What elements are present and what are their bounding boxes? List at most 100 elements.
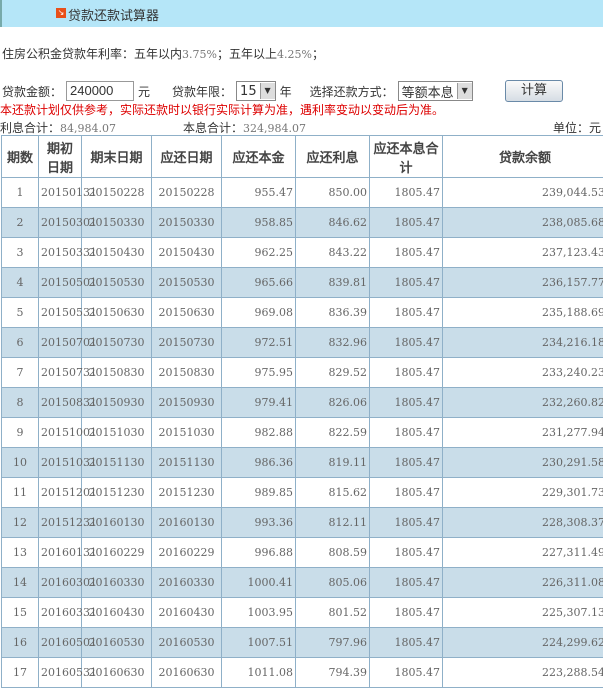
method-value: 等额本息 bbox=[401, 85, 454, 101]
table-cell: 6 bbox=[1, 327, 39, 358]
table-cell: 236,157.77 bbox=[442, 267, 603, 298]
table-cell: 13 bbox=[1, 537, 39, 568]
table-cell: 20150531 bbox=[38, 297, 97, 328]
table-row: 8 20150831 20150930 20150930 979.41 826.06 180… bbox=[1, 387, 603, 418]
table-cell: 1805.47 bbox=[369, 387, 443, 418]
table-cell: 805.06 bbox=[295, 567, 370, 598]
column-header: 应还利息 bbox=[295, 135, 370, 178]
column-header: 应还本金 bbox=[221, 135, 296, 178]
table-cell: 11 bbox=[1, 477, 39, 508]
table-cell: 20160531 bbox=[38, 657, 97, 688]
table-cell: 20150430 bbox=[151, 237, 222, 268]
method-select[interactable]: 等额本息 ▼ bbox=[397, 81, 473, 101]
table-cell: 20151130 bbox=[151, 447, 222, 478]
rate-over5: 4.25% bbox=[276, 48, 312, 61]
table-cell: 965.66 bbox=[221, 267, 296, 298]
table-cell: 20150331 bbox=[38, 237, 97, 268]
table-cell: 14 bbox=[1, 567, 39, 598]
table-row: 1 20150131 20150228 20150228 955.47 850.00 180… bbox=[1, 177, 603, 208]
table-cell: 238,085.68 bbox=[442, 207, 603, 238]
table-cell: 1011.08 bbox=[221, 657, 296, 688]
table-cell: 839.81 bbox=[295, 267, 370, 298]
table-cell: 226,311.08 bbox=[442, 567, 603, 598]
table-cell: 1 bbox=[1, 177, 39, 208]
table-cell: 16 bbox=[1, 627, 39, 658]
table-cell: 20160130 bbox=[81, 507, 152, 538]
table-cell: 1805.47 bbox=[369, 267, 443, 298]
table-cell: 1805.47 bbox=[369, 477, 443, 508]
calculate-button[interactable]: 计算 bbox=[505, 80, 563, 102]
table-cell: 20160430 bbox=[151, 597, 222, 628]
table-cell: 20160301 bbox=[38, 567, 97, 598]
table-cell: 233,240.23 bbox=[442, 357, 603, 388]
table-cell: 20151030 bbox=[81, 417, 152, 448]
table-cell: 20150831 bbox=[38, 387, 97, 418]
table-cell: 20150301 bbox=[38, 207, 97, 238]
table-cell: 228,308.37 bbox=[442, 507, 603, 538]
table-cell: 20160530 bbox=[151, 627, 222, 658]
table-cell: 20150730 bbox=[81, 327, 152, 358]
table-header: 期数 期初日期 期末日期 应还日期 应还本金 应还利息 应还本息合计 贷款余额 bbox=[1, 135, 603, 178]
total-label: 本息合计： bbox=[183, 121, 244, 135]
rate-mid: ；五年以上 bbox=[216, 47, 277, 61]
table-cell: 232,260.82 bbox=[442, 387, 603, 418]
table-cell: 229,301.73 bbox=[442, 477, 603, 508]
years-select[interactable]: 15 ▼ bbox=[236, 81, 276, 101]
table-cell: 972.51 bbox=[221, 327, 296, 358]
table-cell: 235,188.69 bbox=[442, 297, 603, 328]
repayment-table: 期数 期初日期 期末日期 应还日期 应还本金 应还利息 应还本息合计 贷款余额 1 201501… bbox=[1, 135, 603, 688]
table-cell: 20150830 bbox=[81, 357, 152, 388]
table-row: 12 20151231 20160130 20160130 993.36 812.11 18… bbox=[1, 507, 603, 538]
table-cell: 17 bbox=[1, 657, 39, 688]
table-cell: 20150630 bbox=[81, 297, 152, 328]
table-row: 14 20160301 20160330 20160330 1000.41 805.06 1… bbox=[1, 567, 603, 598]
amount-input[interactable]: 240000 bbox=[66, 81, 135, 101]
table-cell: 20151001 bbox=[38, 417, 97, 448]
table-cell: 20160131 bbox=[38, 537, 97, 568]
table-cell: 812.11 bbox=[295, 507, 370, 538]
table-cell: 20150830 bbox=[151, 357, 222, 388]
method-label: 选择还款方式： bbox=[309, 84, 394, 99]
table-cell: 227,311.49 bbox=[442, 537, 603, 568]
table-cell: 224,299.62 bbox=[442, 627, 603, 658]
table-cell: 993.36 bbox=[221, 507, 296, 538]
table-cell: 1000.41 bbox=[221, 567, 296, 598]
table-cell: 20160530 bbox=[81, 627, 152, 658]
table-cell: 20151230 bbox=[81, 477, 152, 508]
table-cell: 1805.47 bbox=[369, 657, 443, 688]
table-cell: 10 bbox=[1, 447, 39, 478]
table-cell: 20150131 bbox=[38, 177, 97, 208]
table-cell: 962.25 bbox=[221, 237, 296, 268]
column-header: 期末日期 bbox=[81, 135, 152, 178]
table-cell: 1805.47 bbox=[369, 507, 443, 538]
table-row: 11 20151201 20151230 20151230 989.85 815.62 18… bbox=[1, 477, 603, 508]
table-cell: 808.59 bbox=[295, 537, 370, 568]
table-cell: 955.47 bbox=[221, 177, 296, 208]
table-cell: 982.88 bbox=[221, 417, 296, 448]
rate-in5: 3.75% bbox=[182, 48, 217, 61]
table-row: 9 20151001 20151030 20151030 982.88 822.59 180… bbox=[1, 417, 603, 448]
table-cell: 20151231 bbox=[38, 507, 97, 538]
column-header: 应还本息合计 bbox=[369, 135, 443, 178]
table-cell: 986.36 bbox=[221, 447, 296, 478]
years-unit: 年 bbox=[279, 84, 292, 99]
table-cell: 836.39 bbox=[295, 297, 370, 328]
table-cell: 237,123.43 bbox=[442, 237, 603, 268]
chevron-down-icon: ▼ bbox=[456, 83, 472, 99]
table-cell: 239,044.53 bbox=[442, 177, 603, 208]
table-cell: 1805.47 bbox=[369, 177, 443, 208]
table-cell: 20151031 bbox=[38, 447, 97, 478]
table-cell: 1805.47 bbox=[369, 297, 443, 328]
table-cell: 20151201 bbox=[38, 477, 97, 508]
table-cell: 1805.47 bbox=[369, 327, 443, 358]
table-cell: 3 bbox=[1, 237, 39, 268]
table-cell: 20160229 bbox=[151, 537, 222, 568]
table-cell: 958.85 bbox=[221, 207, 296, 238]
table-cell: 225,307.13 bbox=[442, 597, 603, 628]
column-header: 应还日期 bbox=[151, 135, 222, 178]
table-cell: 20150701 bbox=[38, 327, 97, 358]
table-cell: 832.96 bbox=[295, 327, 370, 358]
column-header: 期数 bbox=[1, 135, 39, 178]
table-cell: 20160630 bbox=[81, 657, 152, 688]
years-label: 贷款年限： bbox=[172, 84, 233, 99]
